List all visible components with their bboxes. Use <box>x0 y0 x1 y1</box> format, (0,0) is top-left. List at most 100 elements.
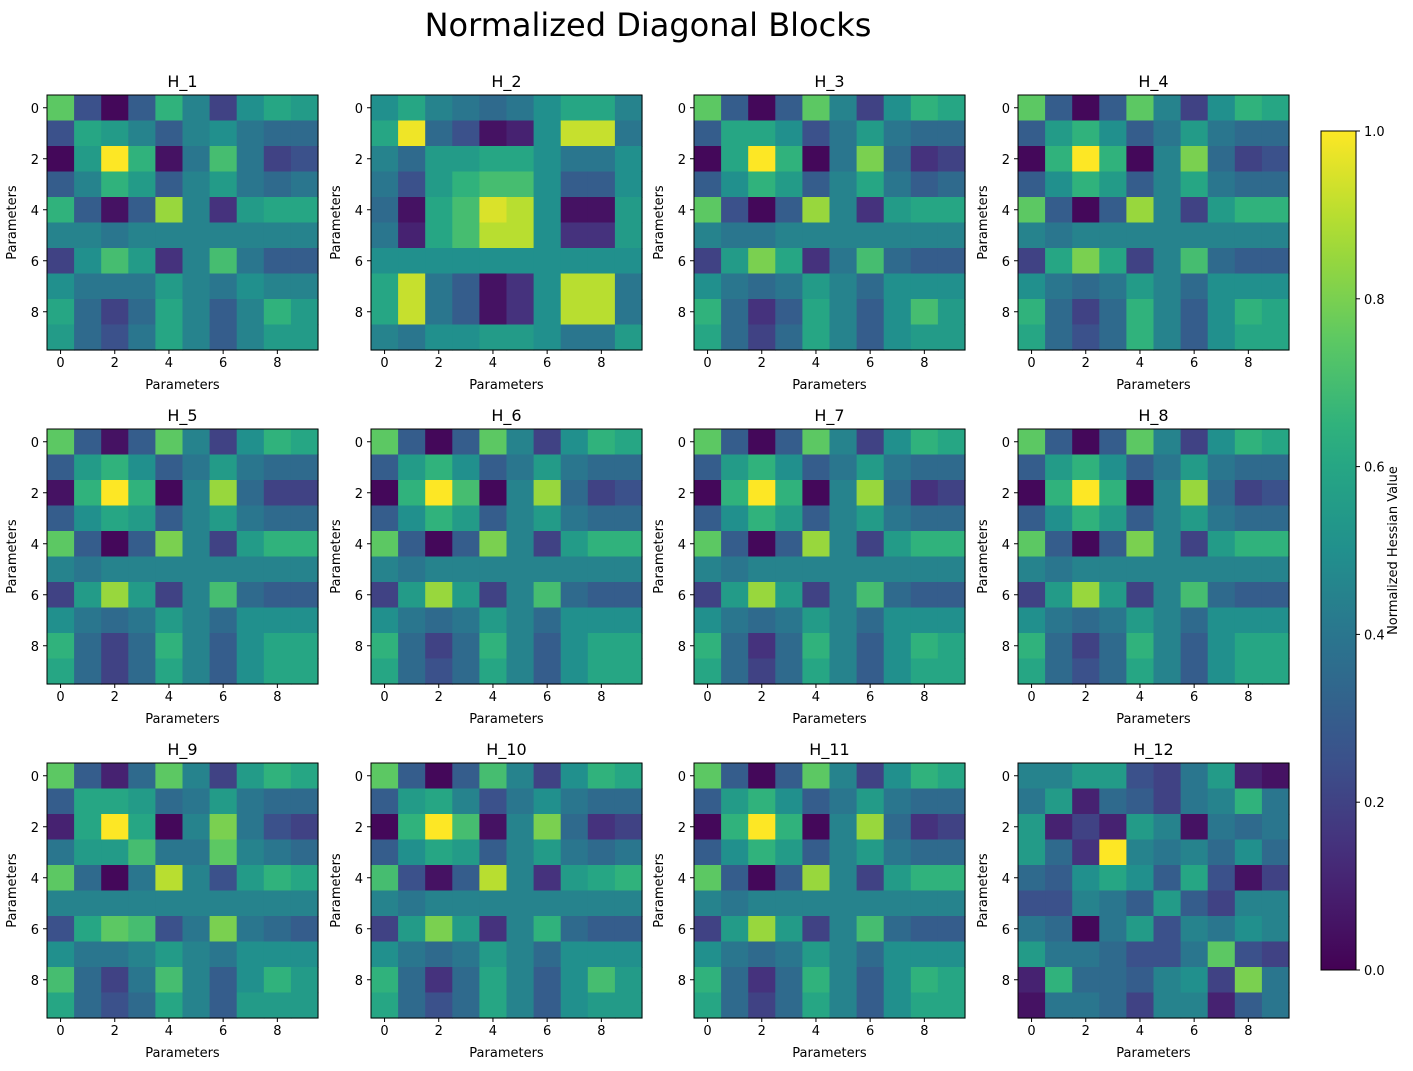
heatmap-cell <box>1180 120 1209 147</box>
heatmap-cell <box>775 967 803 994</box>
heatmap-cell <box>802 967 831 994</box>
x-tick-label: 4 <box>1136 356 1144 371</box>
heatmap-cell <box>802 324 831 351</box>
heatmap-cell <box>748 197 776 224</box>
heatmap-cell <box>479 967 508 994</box>
heatmap-cell <box>883 916 912 943</box>
heatmap-cell <box>587 324 616 351</box>
axes-frame <box>46 94 319 351</box>
heatmap-cell <box>290 865 319 892</box>
heatmap-cell <box>425 556 453 583</box>
axes-frame <box>1017 428 1290 685</box>
heatmap-cell <box>74 95 102 122</box>
heatmap-cell <box>263 890 292 917</box>
heatmap-cell <box>182 839 211 866</box>
heatmap-cell <box>560 607 589 634</box>
x-tick-label: 0 <box>703 1024 711 1039</box>
heatmap-cell <box>721 146 749 173</box>
heatmap-cell <box>1126 454 1155 481</box>
heatmap-cell <box>910 556 939 583</box>
heatmap-cell <box>1234 505 1263 532</box>
heatmap-cell <box>802 992 831 1019</box>
heatmap-cell <box>829 299 858 326</box>
heatmap-cell <box>1153 248 1182 275</box>
heatmap-cell <box>533 324 562 351</box>
panel-title: H_8 <box>1138 406 1168 426</box>
heatmap-cell <box>236 299 265 326</box>
heatmap-cell <box>802 299 831 326</box>
heatmap-cell <box>560 865 589 892</box>
heatmap-cell <box>721 95 749 122</box>
heatmap-cell <box>856 222 885 249</box>
heatmap-cell <box>587 95 616 122</box>
heatmap-cell <box>1045 814 1073 841</box>
heatmap-cell <box>236 865 265 892</box>
heatmap-cell <box>425 429 453 456</box>
heatmap-cell <box>479 916 508 943</box>
heatmap-cell <box>128 788 156 815</box>
colorbar-tick-label: 0.2 <box>1364 796 1385 811</box>
heatmap-cell <box>802 582 831 609</box>
heatmap-cell <box>883 248 912 275</box>
heatmap-cell <box>1180 814 1209 841</box>
heatmap-cell <box>425 839 453 866</box>
heatmap-cell <box>1261 299 1290 326</box>
heatmap-cell <box>614 607 643 634</box>
heatmap-cell <box>856 273 885 300</box>
heatmap-cell <box>614 763 643 790</box>
heatmap-cell <box>1207 941 1236 968</box>
heatmap-cell <box>74 171 102 198</box>
x-tick-label: 6 <box>866 356 874 371</box>
heatmap-cell <box>1234 916 1263 943</box>
heatmap-cell <box>748 171 776 198</box>
heatmap-cell <box>1261 531 1290 558</box>
y-tick-label: 4 <box>1002 204 1010 219</box>
heatmap-cell <box>506 171 535 198</box>
heatmap-cell <box>1153 658 1182 685</box>
heatmap-cell <box>452 814 480 841</box>
heatmap-cell <box>47 865 75 892</box>
heatmap-cell <box>1234 556 1263 583</box>
heatmap-cell <box>506 916 535 943</box>
heatmap-cell <box>1099 607 1127 634</box>
heatmap-panel-8: H_8 0 2 4 6 8 0 2 4 6 8 Parameters Parameters <box>976 406 1290 727</box>
heatmap-cell <box>1045 607 1073 634</box>
heatmap-cell <box>209 788 238 815</box>
heatmap-cell <box>614 120 643 147</box>
heatmap-cell <box>829 95 858 122</box>
heatmap-cell <box>910 273 939 300</box>
heatmap-cell <box>155 505 184 532</box>
heatmap-cell <box>425 582 453 609</box>
heatmap-cell <box>1018 967 1046 994</box>
heatmap-cell <box>1099 556 1127 583</box>
heatmap-cell <box>721 324 749 351</box>
heatmap-cell <box>856 324 885 351</box>
heatmap-cell <box>1261 941 1290 968</box>
heatmap-cell <box>74 248 102 275</box>
heatmap-cell <box>1234 992 1263 1019</box>
heatmap-cell <box>425 814 453 841</box>
heatmap-cell <box>1126 531 1155 558</box>
heatmap-cell <box>1099 941 1127 968</box>
heatmap-cell <box>1153 454 1182 481</box>
heatmap-cell <box>209 480 238 507</box>
heatmap-cell <box>1207 967 1236 994</box>
heatmap-cell <box>209 582 238 609</box>
heatmap-cell <box>74 992 102 1019</box>
heatmap-cell <box>775 941 803 968</box>
heatmap-cell <box>263 273 292 300</box>
heatmap-cell <box>1126 607 1155 634</box>
heatmap-cell <box>1126 814 1155 841</box>
heatmap-cell <box>910 531 939 558</box>
heatmap-cell <box>1072 556 1100 583</box>
heatmap-cell <box>721 865 749 892</box>
heatmap-cell <box>398 146 426 173</box>
heatmap-cell <box>425 658 453 685</box>
heatmap-cell <box>560 531 589 558</box>
heatmap-cell <box>209 890 238 917</box>
heatmap-cell <box>883 556 912 583</box>
x-tick-label: 2 <box>1082 1024 1090 1039</box>
heatmap-cell <box>74 890 102 917</box>
heatmap-cell <box>452 607 480 634</box>
heatmap-cell <box>533 505 562 532</box>
